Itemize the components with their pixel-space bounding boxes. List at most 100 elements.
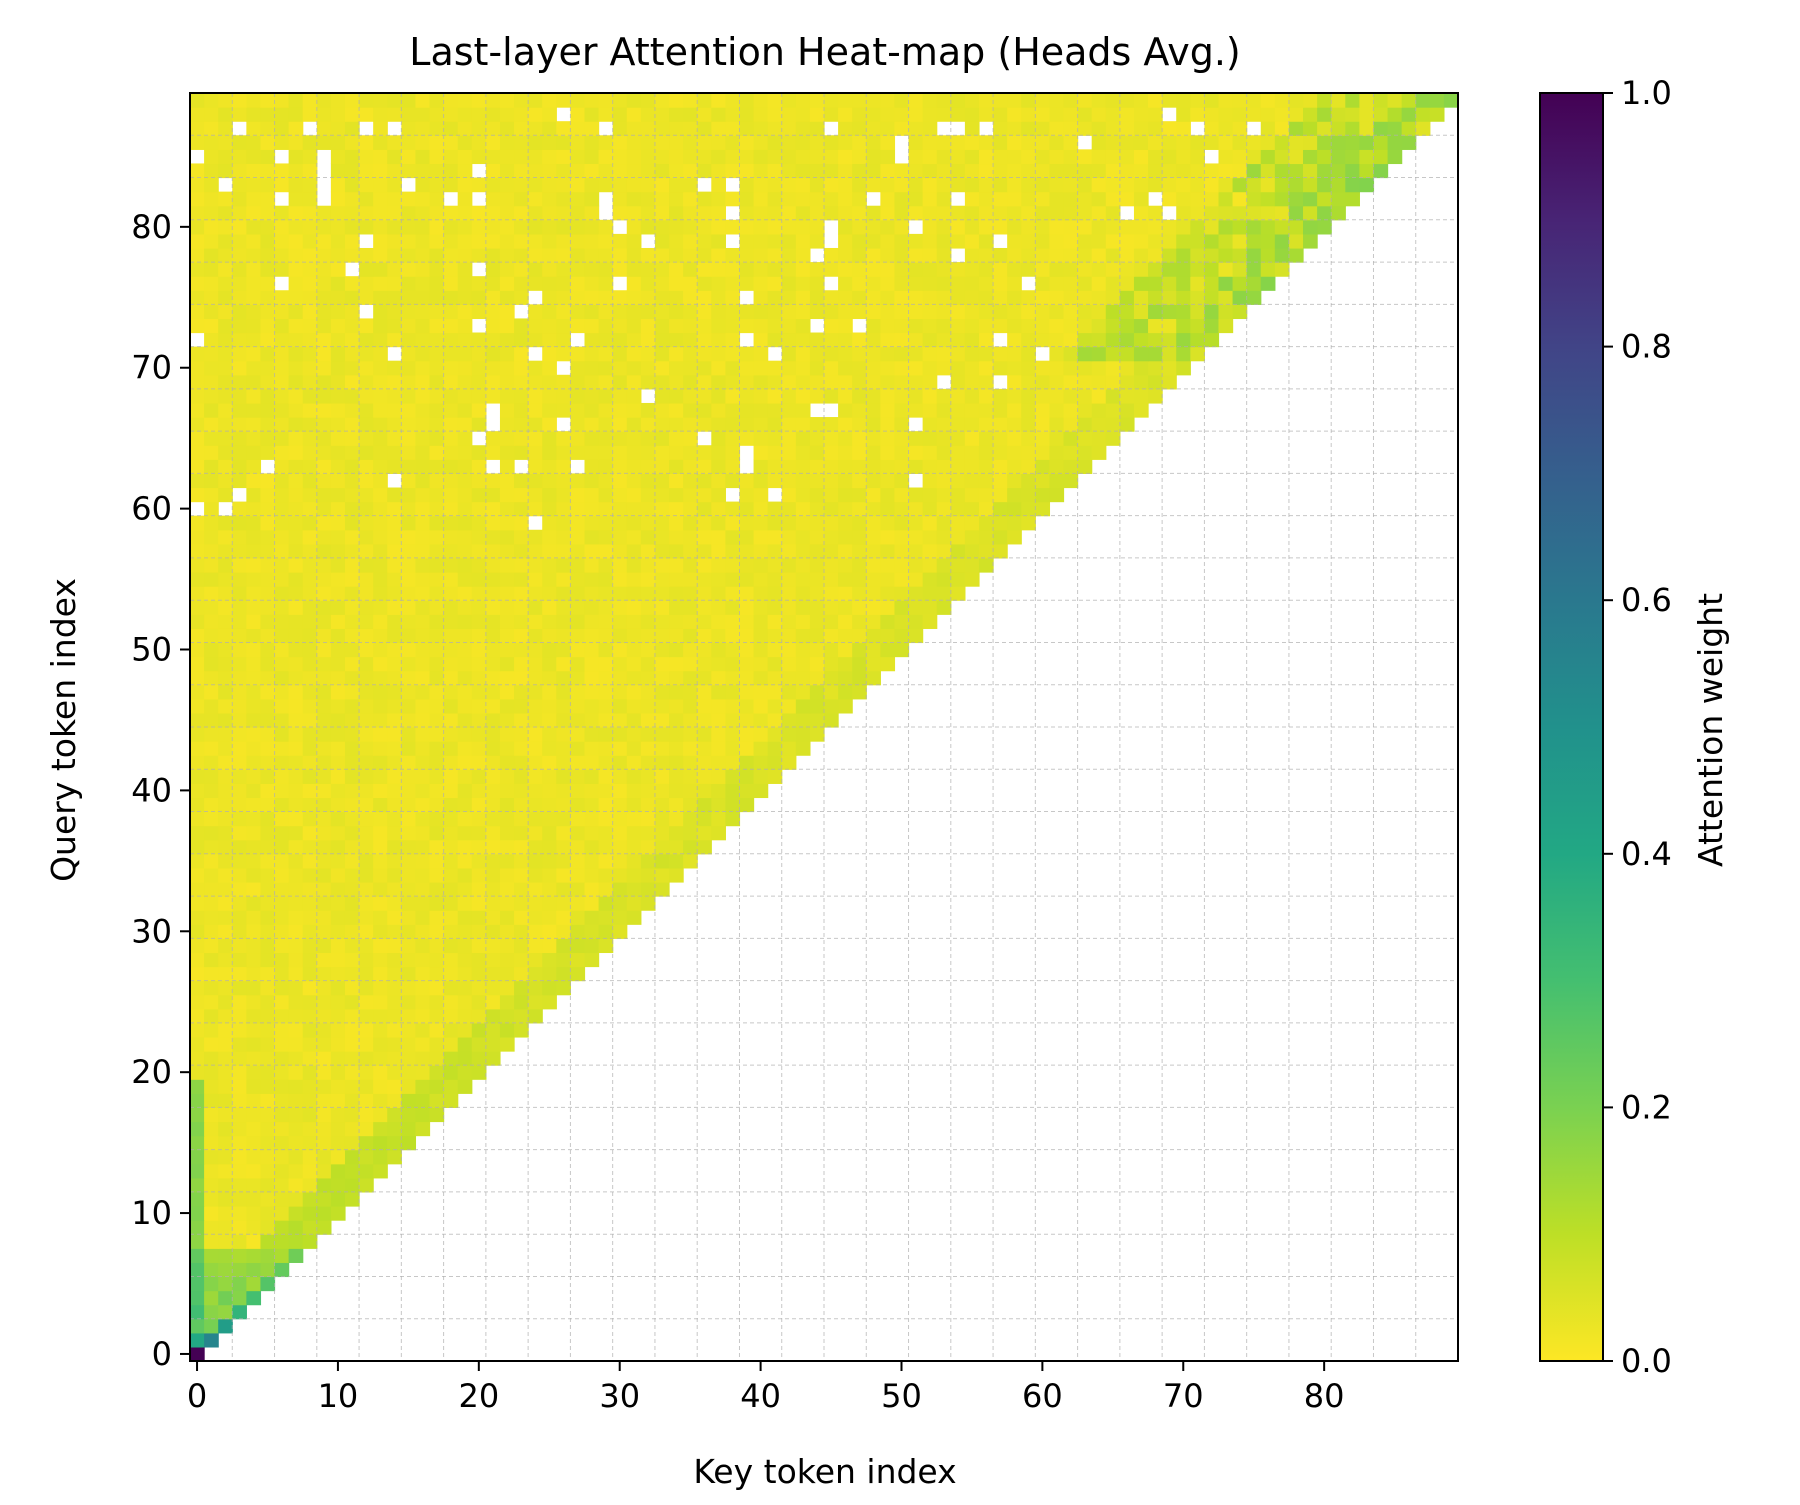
heatmap-cell [260,966,276,982]
heatmap-cell [274,1121,290,1137]
heatmap-cell [190,811,205,827]
heatmap-cell [1133,135,1149,150]
heatmap-cell [457,698,473,714]
heatmap-cell [260,374,276,390]
heatmap-cell [669,797,684,813]
heatmap-cell [880,219,896,235]
heatmap-cell [429,247,445,263]
heatmap-cell [204,811,219,827]
heatmap-cell [190,473,205,489]
heatmap-cell [711,191,726,207]
heatmap-cell [824,388,839,404]
heatmap-cell [274,557,290,573]
heatmap-cell [218,402,233,418]
heatmap-cell [190,121,205,136]
heatmap-cell [246,938,262,954]
heatmap-cell [359,473,374,489]
heatmap-cell [880,656,896,672]
heatmap-cell [767,501,783,517]
heatmap-cell [556,473,571,489]
heatmap-cell [443,586,459,601]
heatmap-cell [936,318,952,334]
heatmap-cell [1077,431,1093,446]
heatmap-cell [950,388,966,404]
heatmap-cell [260,924,276,939]
heatmap-cell [1232,233,1248,249]
heatmap-cell [669,825,684,841]
heatmap-cell [795,402,811,418]
heatmap-cell [1162,304,1177,320]
heatmap-cell [711,290,726,305]
heatmap-cell [387,177,402,193]
heatmap-cell [866,205,881,221]
heatmap-cell [190,1304,205,1320]
heatmap-cell [1162,163,1177,179]
heatmap-cell [204,698,219,714]
heatmap-cell [344,332,360,348]
heatmap-cell [1077,360,1093,376]
heatmap-cell [499,473,515,489]
heatmap-cell [218,614,233,629]
heatmap-cell [1049,473,1065,489]
heatmap-cell [852,93,867,108]
heatmap-cell [457,543,473,559]
heatmap-cell [852,163,867,179]
heatmap-cell [950,459,966,474]
heatmap-cell [232,233,247,249]
heatmap-cell [485,628,501,644]
heatmap-cell [1303,163,1318,179]
heatmap-cell [246,755,262,770]
heatmap-cell [471,360,487,376]
heatmap-cell [415,698,431,714]
heatmap-cell [344,459,360,474]
heatmap-cell [824,614,839,629]
heatmap-cell [852,149,867,165]
heatmap-cell [711,374,726,390]
heatmap-cell [232,1036,247,1052]
heatmap-cell [274,966,290,982]
heatmap-cell [373,600,388,615]
heatmap-cell [232,360,247,376]
heatmap-cell [964,572,980,587]
heatmap-cell [260,1262,276,1278]
heatmap-cell [781,628,797,644]
heatmap-cell [711,825,726,841]
heatmap-cell [485,952,501,968]
heatmap-cell [274,163,290,179]
heatmap-cell [514,318,529,334]
heatmap-cell [373,755,388,770]
heatmap-cell [190,417,205,432]
heatmap-cell [1105,163,1121,179]
heatmap-cell [1119,93,1135,108]
heatmap-cell [232,811,247,827]
heatmap-cell [316,1022,332,1038]
heatmap-cell [654,642,670,658]
heatmap-cell [936,290,952,305]
heatmap-cell [1176,177,1191,193]
heatmap-cell [1162,135,1177,150]
heatmap-cell [344,1135,360,1151]
heatmap-cell [330,586,346,601]
heatmap-cell [753,135,769,150]
heatmap-cell [1246,233,1262,249]
heatmap-cell [626,896,642,911]
heatmap-cell [373,121,388,136]
heatmap-cell [429,966,445,982]
heatmap-cell [429,924,445,939]
heatmap-cell [711,515,726,531]
heatmap-cell [908,374,924,390]
heatmap-cell [204,93,219,108]
heatmap-cell [204,1107,219,1123]
heatmap-cell [950,318,966,334]
heatmap-cell [485,1008,501,1024]
heatmap-cell [457,572,473,587]
heatmap-cell [950,431,966,446]
heatmap-cell [359,853,374,869]
heatmap-cell [739,543,755,559]
heatmap-cell [401,107,417,122]
heatmap-cell [485,431,501,446]
heatmap-cell [866,417,881,432]
y-axis-label: Query token index [44,578,83,882]
heatmap-cell [274,769,290,784]
heatmap-cell [260,614,276,629]
